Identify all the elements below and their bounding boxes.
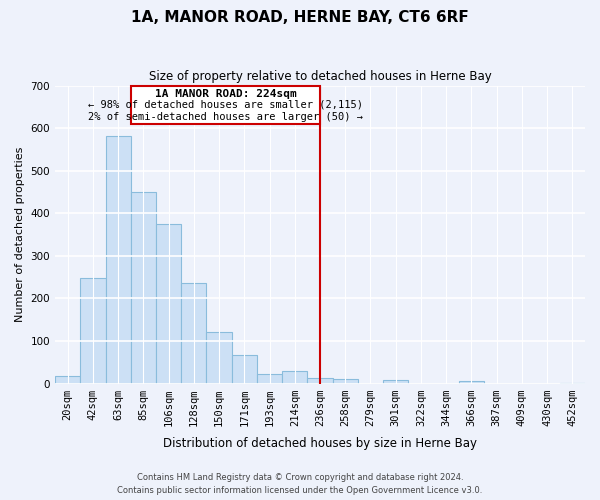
Bar [156, 224, 181, 384]
Text: 2% of semi-detached houses are larger (50) →: 2% of semi-detached houses are larger (5… [88, 112, 363, 122]
Title: Size of property relative to detached houses in Herne Bay: Size of property relative to detached ho… [149, 70, 491, 83]
Bar [80, 278, 106, 384]
Bar [560, 382, 585, 384]
Bar [459, 382, 484, 384]
Bar [131, 86, 320, 124]
Bar [55, 376, 80, 384]
Bar [206, 332, 232, 384]
Text: 1A MANOR ROAD: 224sqm: 1A MANOR ROAD: 224sqm [155, 90, 296, 100]
Bar [332, 380, 358, 384]
Text: 1A, MANOR ROAD, HERNE BAY, CT6 6RF: 1A, MANOR ROAD, HERNE BAY, CT6 6RF [131, 10, 469, 25]
Bar [106, 136, 131, 384]
Bar [131, 192, 156, 384]
Text: Contains HM Land Registry data © Crown copyright and database right 2024.
Contai: Contains HM Land Registry data © Crown c… [118, 474, 482, 495]
Bar [383, 380, 409, 384]
Bar [257, 374, 282, 384]
Bar [181, 283, 206, 384]
Y-axis label: Number of detached properties: Number of detached properties [15, 147, 25, 322]
Bar [232, 355, 257, 384]
Bar [282, 371, 307, 384]
Text: ← 98% of detached houses are smaller (2,115): ← 98% of detached houses are smaller (2,… [88, 100, 363, 110]
X-axis label: Distribution of detached houses by size in Herne Bay: Distribution of detached houses by size … [163, 437, 477, 450]
Bar [307, 378, 332, 384]
